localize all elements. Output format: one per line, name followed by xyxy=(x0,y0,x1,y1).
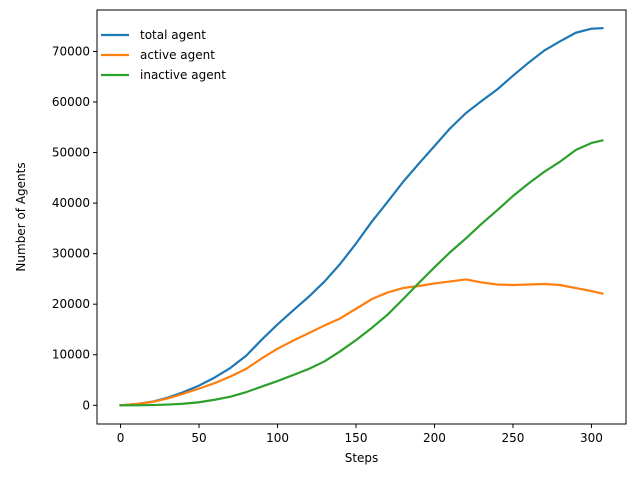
y-tick-label: 70000 xyxy=(52,44,90,58)
ticks-layer: 0 50 100 150 200 250 300 0 10000 20000 30000 40000 5… xyxy=(52,44,603,445)
x-tick-label: 0 xyxy=(117,431,125,445)
y-tick-label: 0 xyxy=(82,398,90,412)
x-tick-label: 250 xyxy=(502,431,525,445)
series-layer xyxy=(119,27,604,407)
y-axis-label: Number of Agents xyxy=(14,162,28,271)
x-tick-label: 50 xyxy=(191,431,206,445)
x-tick-label: 200 xyxy=(423,431,446,445)
series-line-total-agent xyxy=(119,27,604,407)
legend-label-active-agent: active agent xyxy=(140,48,215,62)
series-line-inactive-agent xyxy=(119,139,604,407)
y-tick-label: 30000 xyxy=(52,247,90,261)
legend: total agent active agent inactive agent xyxy=(101,28,226,82)
legend-label-total-agent: total agent xyxy=(140,28,206,42)
x-tick-label: 300 xyxy=(580,431,603,445)
axes-layer xyxy=(96,9,627,425)
y-tick-label: 50000 xyxy=(52,146,90,160)
y-tick-label: 60000 xyxy=(52,95,90,109)
series-line-active-agent xyxy=(119,278,604,407)
plot-frame xyxy=(96,9,627,425)
x-tick-label: 100 xyxy=(266,431,289,445)
y-tick-label: 20000 xyxy=(52,297,90,311)
x-tick-label: 150 xyxy=(345,431,368,445)
legend-label-inactive-agent: inactive agent xyxy=(140,68,226,82)
x-axis-label: Steps xyxy=(345,451,379,465)
y-tick-label: 40000 xyxy=(52,196,90,210)
y-tick-label: 10000 xyxy=(52,348,90,362)
